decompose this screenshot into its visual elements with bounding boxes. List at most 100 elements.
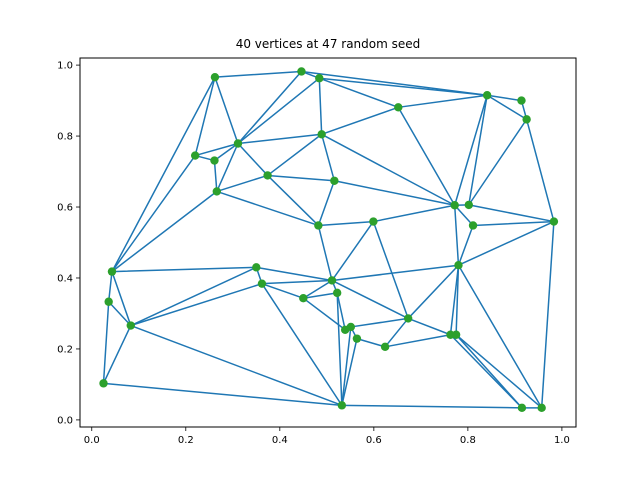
edge-87	[486, 94, 528, 121]
edge-15	[194, 142, 239, 157]
vertex-20	[337, 401, 347, 410]
x-tick-label: 0.4	[272, 435, 288, 446]
vertex-23	[352, 334, 362, 343]
edge-74	[453, 94, 488, 206]
edge-51	[331, 279, 409, 320]
edge-26	[237, 133, 323, 145]
edge-29	[261, 282, 305, 299]
edge-22	[216, 190, 320, 227]
edge-23	[237, 142, 269, 177]
edge-81	[457, 220, 555, 266]
edge-85	[472, 220, 555, 227]
x-tick-label: 0.6	[366, 435, 382, 446]
edge-1	[102, 324, 132, 385]
vertex-34	[482, 91, 492, 100]
edge-93	[455, 334, 543, 409]
plot-area-frame	[79, 57, 577, 428]
edge-40	[318, 77, 323, 136]
edge-65	[384, 317, 409, 348]
edge-7	[111, 76, 216, 273]
edge-8	[111, 190, 218, 273]
edge-42	[318, 77, 488, 97]
edge-61	[356, 337, 386, 348]
vertex-24	[369, 217, 378, 226]
vertex-16	[317, 130, 326, 139]
y-tick-label: 0.6	[57, 203, 73, 214]
edge-5	[111, 270, 132, 327]
edge-4	[107, 301, 132, 327]
edge-66	[384, 334, 452, 348]
edge-25	[237, 77, 321, 145]
vertex-18	[330, 176, 339, 185]
vertex-6	[210, 156, 219, 165]
x-tick-label: 1.0	[554, 435, 570, 446]
edge-21	[216, 174, 269, 193]
chart-title: 40 vertices at 47 random seed	[236, 37, 421, 51]
vertex-7	[212, 187, 222, 196]
edge-10	[130, 266, 258, 327]
vertex-13	[299, 294, 308, 303]
edge-67	[397, 106, 456, 206]
edge-16	[214, 76, 239, 145]
edge-20	[216, 142, 239, 193]
vertex-35	[517, 96, 526, 105]
edge-33	[266, 174, 336, 182]
edge-32	[266, 133, 323, 177]
edge-50	[331, 220, 375, 282]
edge-70	[407, 264, 460, 320]
edge-48	[320, 133, 456, 206]
vertex-31	[454, 261, 463, 270]
edge-86	[486, 94, 523, 102]
edge-17	[214, 70, 303, 78]
x-axis: 0.0 0.2 0.4 0.6 0.8 1.0	[84, 427, 570, 446]
edge-41	[318, 77, 400, 109]
vertices-layer	[99, 67, 559, 413]
edge-36	[300, 70, 488, 97]
vertex-1	[104, 297, 113, 306]
edge-2	[102, 382, 343, 407]
edge-69	[407, 317, 452, 336]
edge-71	[449, 264, 460, 336]
edge-84	[468, 118, 528, 206]
vertex-0	[99, 379, 108, 388]
vertex-14	[315, 74, 324, 83]
edge-13	[194, 76, 216, 157]
vertex-32	[464, 200, 474, 210]
edge-43	[317, 224, 333, 282]
vertex-22	[346, 322, 356, 332]
y-tick-label: 0.4	[57, 273, 73, 284]
vertex-29	[450, 201, 459, 210]
x-tick-label: 0.8	[460, 435, 476, 446]
edge-91	[540, 220, 555, 409]
edge-47	[320, 106, 400, 136]
edge-34	[266, 174, 320, 227]
x-tick-label: 0.2	[178, 435, 194, 446]
edge-11	[130, 282, 263, 327]
vertex-2	[107, 267, 117, 276]
y-tick-label: 0.2	[57, 344, 73, 355]
y-axis: 0.0 0.2 0.4 0.6 0.8 1.0	[57, 61, 80, 426]
edges-layer	[102, 70, 555, 409]
edge-90	[525, 118, 555, 223]
vertex-25	[380, 342, 390, 352]
vertex-5	[210, 72, 220, 82]
edge-52	[331, 264, 460, 282]
edge-55	[336, 292, 343, 407]
edge-31	[261, 282, 343, 407]
edge-45	[317, 220, 375, 227]
edge-46	[320, 133, 336, 182]
edge-57	[341, 404, 523, 409]
vertex-38	[537, 403, 546, 413]
edge-24	[237, 70, 303, 145]
vertex-3	[126, 321, 135, 330]
edge-89	[468, 204, 555, 223]
edge-56	[341, 326, 352, 407]
edge-44	[317, 180, 336, 227]
vertex-17	[327, 276, 337, 285]
y-tick-label: 1.0	[57, 61, 73, 72]
vertex-33	[468, 221, 478, 230]
vertex-12	[297, 67, 306, 76]
edge-3	[107, 270, 113, 303]
vertex-26	[394, 103, 403, 112]
